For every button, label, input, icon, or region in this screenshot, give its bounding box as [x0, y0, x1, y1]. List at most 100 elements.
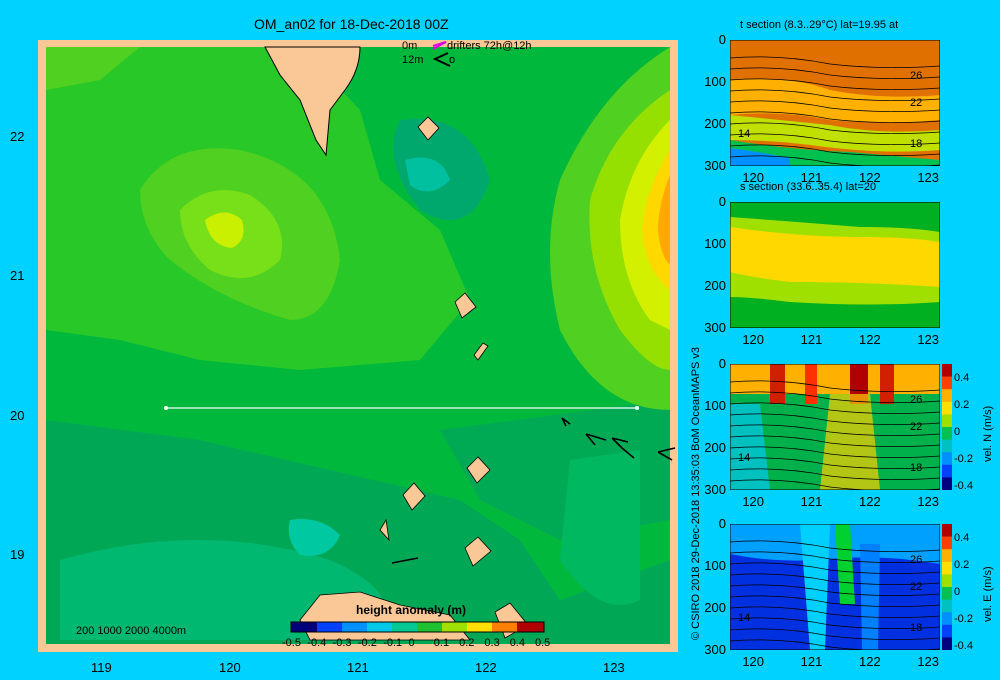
isotherm-contour	[730, 562, 940, 574]
credit-text: © CSIRO 2018 29-Dec-2018 13:35:03 BoM Oc…	[690, 346, 702, 640]
isotherm-contour	[730, 155, 940, 166]
isotherm-contour	[730, 446, 940, 458]
velocity-colorbar-tick: -0.4	[954, 480, 973, 492]
panel-x-tick-label: 123	[917, 332, 940, 347]
colorbar-segment	[942, 389, 952, 403]
panel-y-tick-label: 300	[704, 320, 726, 335]
section-panel-plot[interactable]	[730, 364, 940, 490]
map-y-tick-label: 21	[10, 268, 25, 284]
map-x-tick-label: 120	[219, 660, 241, 675]
colorbar-tick-label: 0.4	[509, 637, 525, 649]
isotherm-contour	[730, 606, 940, 618]
isotherm-contour	[730, 89, 940, 101]
contour-label: 18	[910, 622, 923, 634]
velocity-colorbar	[942, 524, 952, 650]
map-y-tick-label: 20	[10, 407, 25, 423]
panel-y-tick-label: 100	[704, 398, 726, 413]
panel-band	[880, 364, 894, 404]
panel-y-tick-label: 100	[704, 236, 726, 251]
colorbar-tick-label: -0.3	[332, 637, 352, 649]
isotherm-contour	[730, 144, 940, 156]
drifter-legend-0m: 0m	[402, 40, 418, 52]
colorbar-segment	[942, 612, 952, 626]
contour-label: 26	[910, 554, 923, 566]
panel-band	[730, 227, 940, 287]
island-3	[473, 342, 489, 361]
island-7	[379, 518, 390, 542]
taiwan-land	[264, 46, 361, 157]
isotherm-contour	[730, 424, 940, 436]
section-panel-plot[interactable]	[730, 524, 940, 650]
panel-band	[730, 148, 790, 166]
contour-label: 26	[910, 70, 923, 82]
isotherm-contour	[730, 100, 940, 112]
contour-label: 22	[910, 581, 923, 593]
colorbar-segment	[942, 427, 952, 441]
isotherm-contour	[730, 479, 940, 490]
isotherm-contour	[730, 413, 940, 425]
section-panel-plot[interactable]	[730, 202, 940, 328]
colorbar-segment	[942, 561, 952, 575]
colorbar-tick-label: 0.1	[433, 637, 450, 649]
panel-y-tick-label: 200	[704, 440, 726, 455]
isotherm-contour	[730, 639, 940, 650]
colorbar-tick-label: 0.3	[484, 637, 500, 649]
section-panel-title: s section (33.6..35.4) lat=20	[740, 181, 877, 193]
colorbar-segment	[942, 549, 952, 563]
colorbar-segment	[942, 536, 952, 550]
velocity-colorbar-tick: 0	[954, 586, 961, 598]
colorbar-tick-label: -0.4	[307, 637, 327, 649]
map-x-tick-label: 123	[603, 660, 625, 675]
panel-x-tick-label: 121	[800, 654, 823, 669]
section-panel-plot[interactable]	[730, 40, 940, 166]
velocity-colorbar-tick: -0.4	[954, 640, 973, 652]
colorbar-segment	[942, 414, 952, 428]
height-anomaly-colorbar	[290, 621, 545, 633]
colorbar-segment	[942, 637, 952, 650]
island-4	[466, 456, 491, 484]
colorbar-segment	[942, 376, 952, 390]
panel-y-tick-label: 300	[704, 642, 726, 657]
isotherm-contour	[730, 78, 940, 90]
isotherm-contour	[730, 402, 940, 414]
contour-label: 14	[738, 612, 751, 624]
panel-x-tick-label: 121	[800, 332, 823, 347]
colorbar-segment	[942, 574, 952, 588]
panel-y-tick-label: 200	[704, 600, 726, 615]
colorbar-tick-label: 0	[408, 637, 415, 649]
map-x-tick-label: 121	[347, 660, 369, 675]
isotherm-contour	[730, 540, 940, 552]
isotherm-contour	[730, 617, 940, 629]
panel-y-tick-label: 300	[704, 158, 726, 173]
map-x-tick-label: 119	[91, 660, 112, 675]
panel-x-tick-label: 120	[742, 332, 765, 347]
panel-x-tick-label: 120	[742, 494, 765, 509]
panel-band	[730, 115, 940, 152]
isotherm-contour	[730, 67, 940, 79]
section-panel-title: t section (8.3..29°C) lat=19.95 at	[740, 19, 899, 31]
map-y-tick-label: 19	[10, 546, 25, 562]
colorbar-tick-label: 0.2	[459, 637, 475, 649]
isotherm-contour	[730, 133, 940, 145]
panel-y-tick-label: 0	[718, 356, 726, 371]
panel-band	[835, 524, 855, 604]
panel-band	[730, 364, 940, 394]
contour-label: 14	[738, 452, 751, 464]
drifter-legend-12m-suffix: o	[449, 54, 456, 66]
colorbar-segment	[942, 524, 952, 538]
isotherm-contour	[730, 551, 940, 563]
isotherm-contour	[730, 457, 940, 469]
panel-x-tick-label: 122	[859, 494, 881, 509]
panel-band	[730, 524, 940, 564]
isotherm-contour	[730, 573, 940, 585]
contour-label: 22	[910, 421, 923, 433]
panel-y-tick-label: 300	[704, 482, 726, 497]
colorbar-title: height anomaly (m)	[356, 603, 467, 617]
velocity-colorbar-label: vel. E (m/s)	[982, 566, 994, 622]
colorbar-segment	[942, 452, 952, 466]
panel-y-tick-label: 100	[704, 558, 726, 573]
colorbar-segment	[942, 477, 952, 490]
map-plot[interactable]	[0, 0, 690, 680]
velocity-colorbar-tick: -0.2	[954, 613, 973, 625]
colorbar-segment	[942, 587, 952, 601]
